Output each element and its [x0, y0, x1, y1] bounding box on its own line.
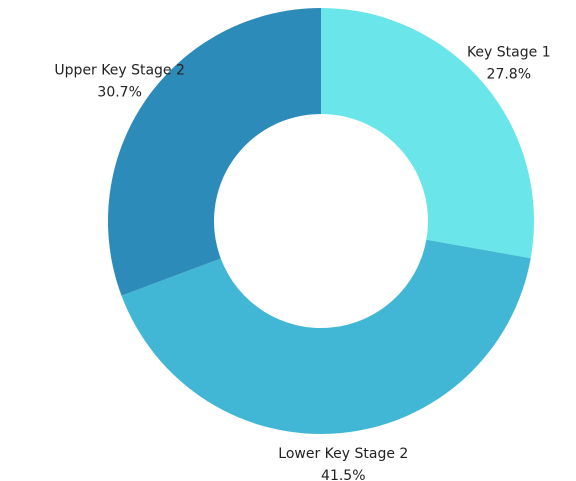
slice-label: Upper Key Stage 2 — [54, 62, 184, 78]
donut-slice — [121, 239, 531, 434]
slice-value-label: 30.7% — [97, 84, 141, 100]
slice-label: Lower Key Stage 2 — [278, 446, 408, 462]
donut-slice — [108, 8, 321, 296]
slice-value-label: 41.5% — [321, 468, 365, 481]
donut-slice — [321, 8, 534, 259]
slice-value-label: 27.8% — [487, 67, 531, 83]
slice-label: Key Stage 1 — [467, 45, 551, 61]
